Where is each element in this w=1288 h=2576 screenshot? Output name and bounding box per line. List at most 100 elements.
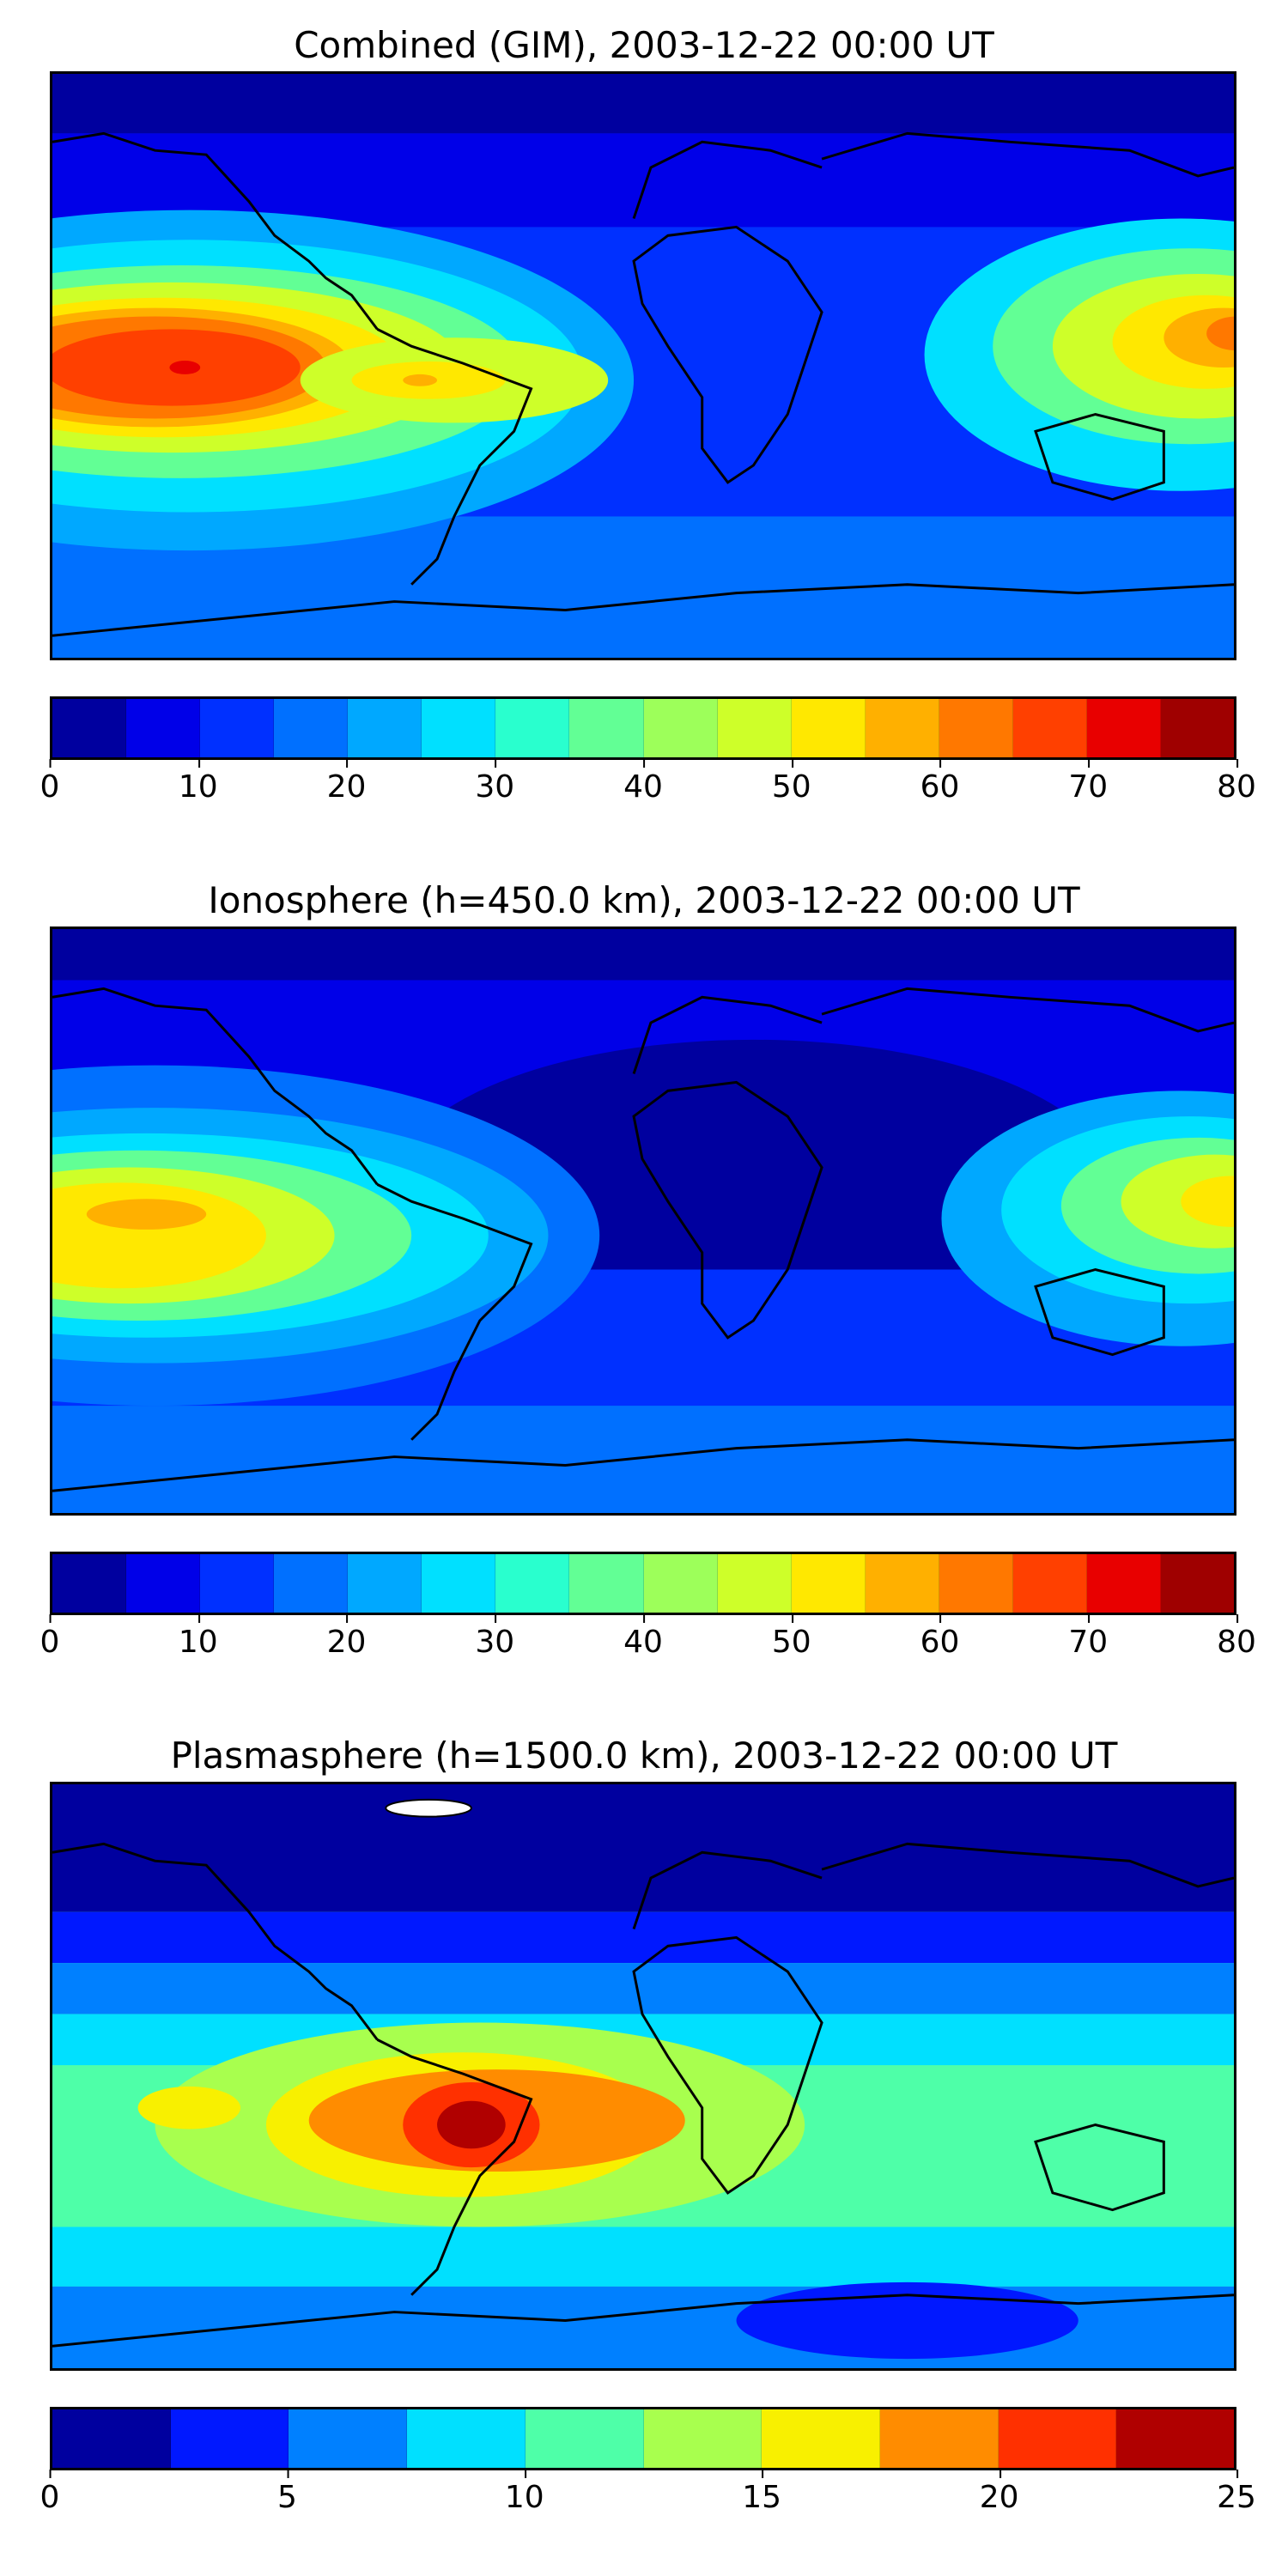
coast-africa [632,1935,823,2195]
band-polar-north [52,74,1234,134]
colorbar-tick-label: 30 [475,759,515,805]
colorbar-segment [643,699,718,757]
colorbar-segment [879,2409,999,2468]
colorbar-ionosphere [50,1552,1236,1615]
colorbar-segment [998,2409,1117,2468]
colorbar-segment [865,699,939,757]
colorbar-tick-label: 40 [623,759,663,805]
coast-europe [632,995,823,1074]
anomaly-brazil-core [437,2100,506,2149]
colorbar-tick-label: 30 [475,1614,515,1660]
missing-data-patch [385,1798,472,1818]
anomaly-west-spot [137,2086,241,2129]
colorbar-tick-label: 20 [979,2470,1019,2515]
tec-map-plasmasphere [50,1782,1236,2371]
colorbar-segment [791,1554,866,1613]
colorbar-tick-label: 50 [771,1614,811,1660]
colorbar-segment [939,1554,1013,1613]
anomaly-asia-core [1181,1176,1234,1227]
colorbar-segment [717,699,792,757]
coast-antarctica [52,2293,1234,2348]
colorbar-segment [1086,699,1161,757]
colorbar-segment [274,1554,349,1613]
colorbar-segment [422,1554,496,1613]
colorbar-segment [939,699,1013,757]
colorbar-segment [762,2409,880,2468]
tec-map-combined [50,71,1236,660]
colorbar-segment [52,2409,171,2468]
colorbar-tick-label: 10 [504,2470,544,2515]
colorbar-segment [274,699,349,757]
colorbar-tick-label: 10 [178,1614,218,1660]
colorbar-segment [52,699,127,757]
anomaly-pacific-core [86,1199,207,1230]
coast-australia [1034,2123,1165,2212]
colorbar-segment [569,1554,644,1613]
colorbar-tick-label: 70 [1068,1614,1109,1660]
colorbar-segment [200,699,275,757]
colorbar-tick-label: 50 [771,759,811,805]
colorbar-segment [170,2409,289,2468]
colorbar-plasmasphere [50,2407,1236,2470]
colorbar-segment [1012,1554,1087,1613]
coast-africa [632,225,823,484]
colorbar-tick-label: 80 [1217,1614,1256,1660]
colorbar-tick-label: 0 [39,759,60,805]
coast-south-america [376,328,533,586]
colorbar-tick-label: 0 [39,2470,60,2515]
colorbar-tick-label: 5 [276,2470,297,2515]
band-north-3 [52,1963,1234,2014]
colorbar-tick-label: 20 [326,1614,367,1660]
coast-europe [632,140,823,219]
colorbar-segment [1086,1554,1161,1613]
colorbar-segment [52,1554,127,1613]
coast-australia [1034,1267,1165,1357]
coast-asia [821,987,1234,1033]
band-south-1 [52,2227,1234,2287]
colorbar-ticks-ionosphere: 0 10 20 30 40 50 60 70 80 [40,1614,1256,1668]
colorbar-segment [200,1554,275,1613]
colorbar-segment [1116,2409,1235,2468]
low-south-pacific [736,2281,1078,2360]
colorbar-tick-label: 10 [178,759,218,805]
colorbar-tick-label: 60 [920,1614,960,1660]
colorbar-tick-label: 70 [1068,759,1109,805]
colorbar-segment [717,1554,792,1613]
coast-south-america [376,2038,533,2296]
coast-africa [632,1080,823,1340]
colorbar-segment [289,2409,408,2468]
colorbar-segment [643,1554,718,1613]
tec-map-ionosphere [50,927,1236,1516]
coastlines [52,987,1234,1492]
anomaly-pacific-core [169,361,201,374]
colorbar-segment [569,699,644,757]
colorbar-segment [791,699,866,757]
coast-north-america [52,131,379,331]
colorbar-ticks-combined: 0 10 20 30 40 50 60 70 80 [40,759,1256,812]
band-polar-north [52,1784,1234,1912]
colorbar-tick-label: 80 [1217,759,1256,805]
map-title: Plasmasphere (h=1500.0 km), 2003-12-22 0… [170,1735,1118,1777]
colorbar-tick-label: 0 [39,1614,60,1660]
colorbar-segment [1160,699,1234,757]
colorbar-segment [643,2409,762,2468]
colorbar-segment [495,699,570,757]
colorbar-segment [348,1554,422,1613]
anomaly-atlantic-spot [403,374,438,386]
colorbar-tick-label: 60 [920,759,960,805]
colorbar-segment [422,699,496,757]
coast-north-america [52,1842,379,2041]
colorbar-segment [407,2409,526,2468]
coast-north-america [52,987,379,1186]
anomaly-asia-l3 [1121,1154,1234,1249]
colorbar-segment [495,1554,570,1613]
coast-asia [821,131,1234,178]
colorbar-segment [865,1554,939,1613]
colorbar-segment [126,699,201,757]
band-north-2 [52,1911,1234,1964]
anomaly-asia-core [1206,316,1234,351]
band-polar-north [52,929,1234,981]
colorbar-tick-label: 15 [742,2470,782,2515]
coast-antarctica [52,583,1234,637]
colorbar-ticks-plasmasphere: 0 5 10 15 20 25 [40,2470,1256,2523]
